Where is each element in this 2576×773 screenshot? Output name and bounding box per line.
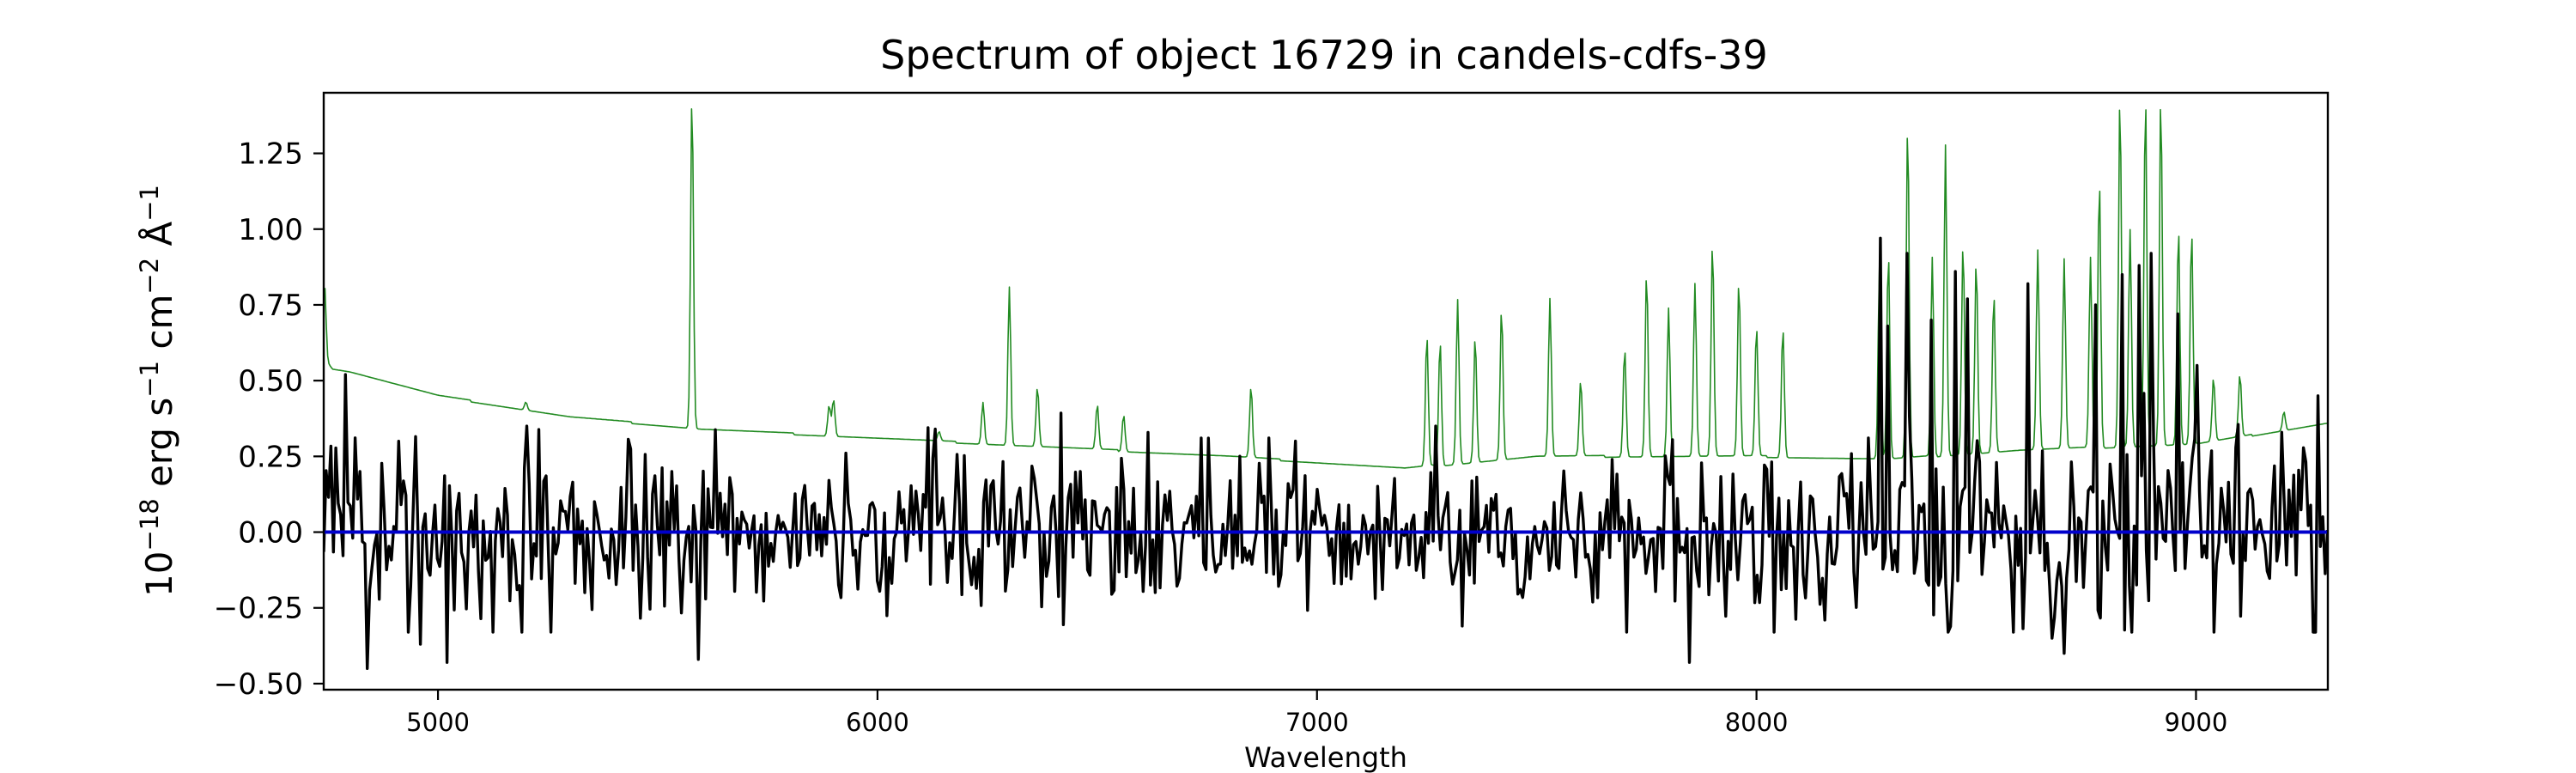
x-tick-label: 9000	[2165, 708, 2228, 737]
x-tick-label: 7000	[1285, 708, 1349, 737]
y-axis-ticks: −0.50 −0.25 0.00 0.25 0.50 0.75 1.00 1.25	[214, 137, 324, 702]
y-tick-label: 1.25	[238, 137, 303, 172]
x-tick-label: 5000	[406, 708, 470, 737]
y-tick-label: −0.25	[214, 592, 303, 626]
flux-spectrum-line	[324, 236, 2328, 670]
y-tick-label: 0.50	[238, 364, 303, 399]
y-tick-label: 1.00	[238, 213, 303, 247]
error-spectrum-line	[324, 108, 2328, 469]
y-tick-label: −0.50	[214, 667, 303, 702]
y-axis-label: 10−18 erg s−1 cm−2 Å−1	[135, 185, 180, 597]
x-axis-ticks: 5000 6000 7000 8000 9000	[406, 690, 2227, 737]
y-tick-label: 0.75	[238, 289, 303, 323]
plot-frame	[322, 91, 2330, 691]
x-tick-label: 8000	[1725, 708, 1789, 737]
y-tick-label: 0.00	[238, 516, 303, 551]
x-tick-label: 6000	[846, 708, 909, 737]
x-axis-label: Wavelength	[1244, 741, 1407, 773]
y-tick-label: 0.25	[238, 440, 303, 474]
chart-title: Spectrum of object 16729 in candels-cdfs…	[880, 32, 1768, 78]
plot-area	[322, 91, 2330, 691]
